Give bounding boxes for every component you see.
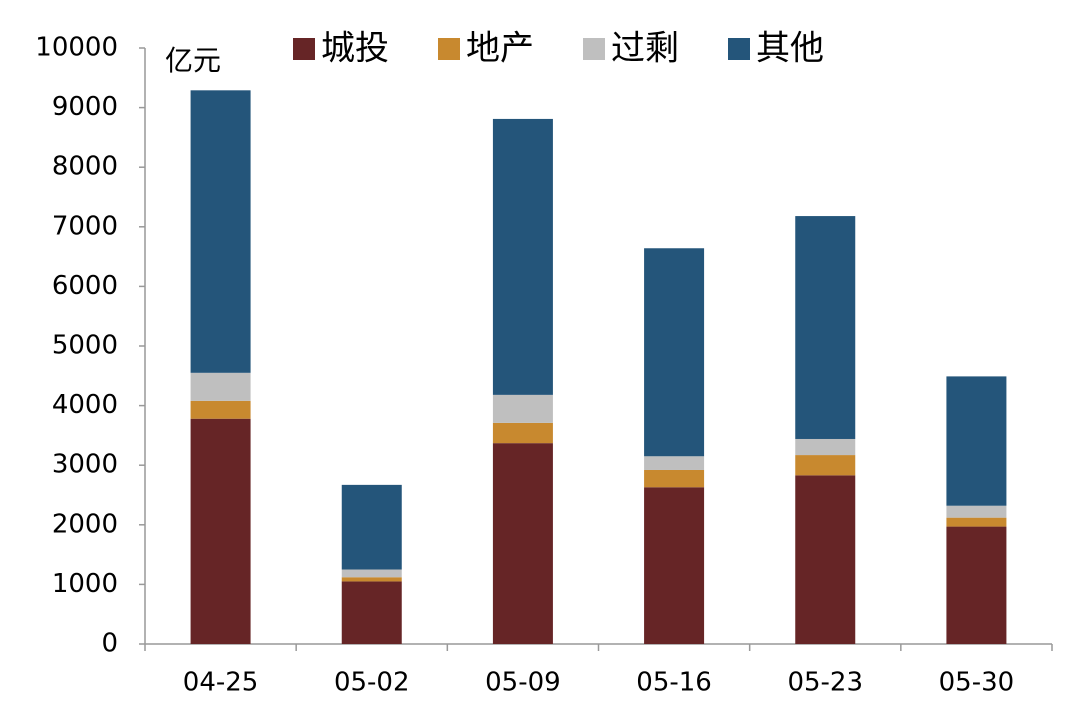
bar-segment [795,475,856,644]
legend-label: 过剩 [611,29,679,69]
bar-segment [190,418,251,644]
bar-segment [795,438,856,456]
y-tick-label: 6000 [52,271,118,301]
bar-segment [492,422,553,444]
legend-swatch [438,38,460,60]
bar-segment [644,248,705,457]
bar-segment [644,469,705,488]
y-tick-label: 5000 [52,331,118,361]
y-axis-unit: 亿元 [165,44,221,77]
x-tick-label: 05-23 [787,668,863,698]
bar-segment [946,376,1007,506]
legend-label: 其他 [756,29,824,69]
bar-segment [946,517,1007,527]
bar-segment [492,394,553,423]
x-tick-label: 05-16 [636,668,712,698]
y-tick-label: 1000 [52,569,118,599]
bar-segment [644,456,705,470]
y-tick-label: 10000 [35,33,118,63]
bar-segment [644,487,705,644]
legend-swatch [728,38,750,60]
bar-segment [190,400,251,419]
x-tick-label: 05-09 [485,668,561,698]
y-tick-label: 9000 [52,92,118,122]
legend-swatch [583,38,605,60]
bar-segment [795,216,856,439]
bar-segment [492,443,553,644]
bar-segment [341,484,402,570]
y-tick-label: 0 [101,629,118,659]
bar-segment [341,577,402,582]
x-tick-label: 04-25 [183,668,259,698]
bar-segment [341,569,402,578]
bar-segment [795,455,856,476]
y-tick-label: 4000 [52,390,118,420]
bar-segment [190,90,251,373]
legend-swatch [293,38,315,60]
y-tick-label: 7000 [52,211,118,241]
legend-label: 地产 [466,29,534,69]
y-tick-label: 2000 [52,509,118,539]
x-tick-label: 05-02 [334,668,410,698]
y-tick-label: 3000 [52,450,118,480]
x-tick-label: 05-30 [939,668,1015,698]
bar-segment [946,505,1007,518]
bar-segment [492,118,553,395]
y-tick-label: 8000 [52,152,118,182]
legend-label: 城投 [321,29,389,69]
bar-segment [190,372,251,401]
bar-segment [946,526,1007,644]
bar-segment [341,581,402,644]
